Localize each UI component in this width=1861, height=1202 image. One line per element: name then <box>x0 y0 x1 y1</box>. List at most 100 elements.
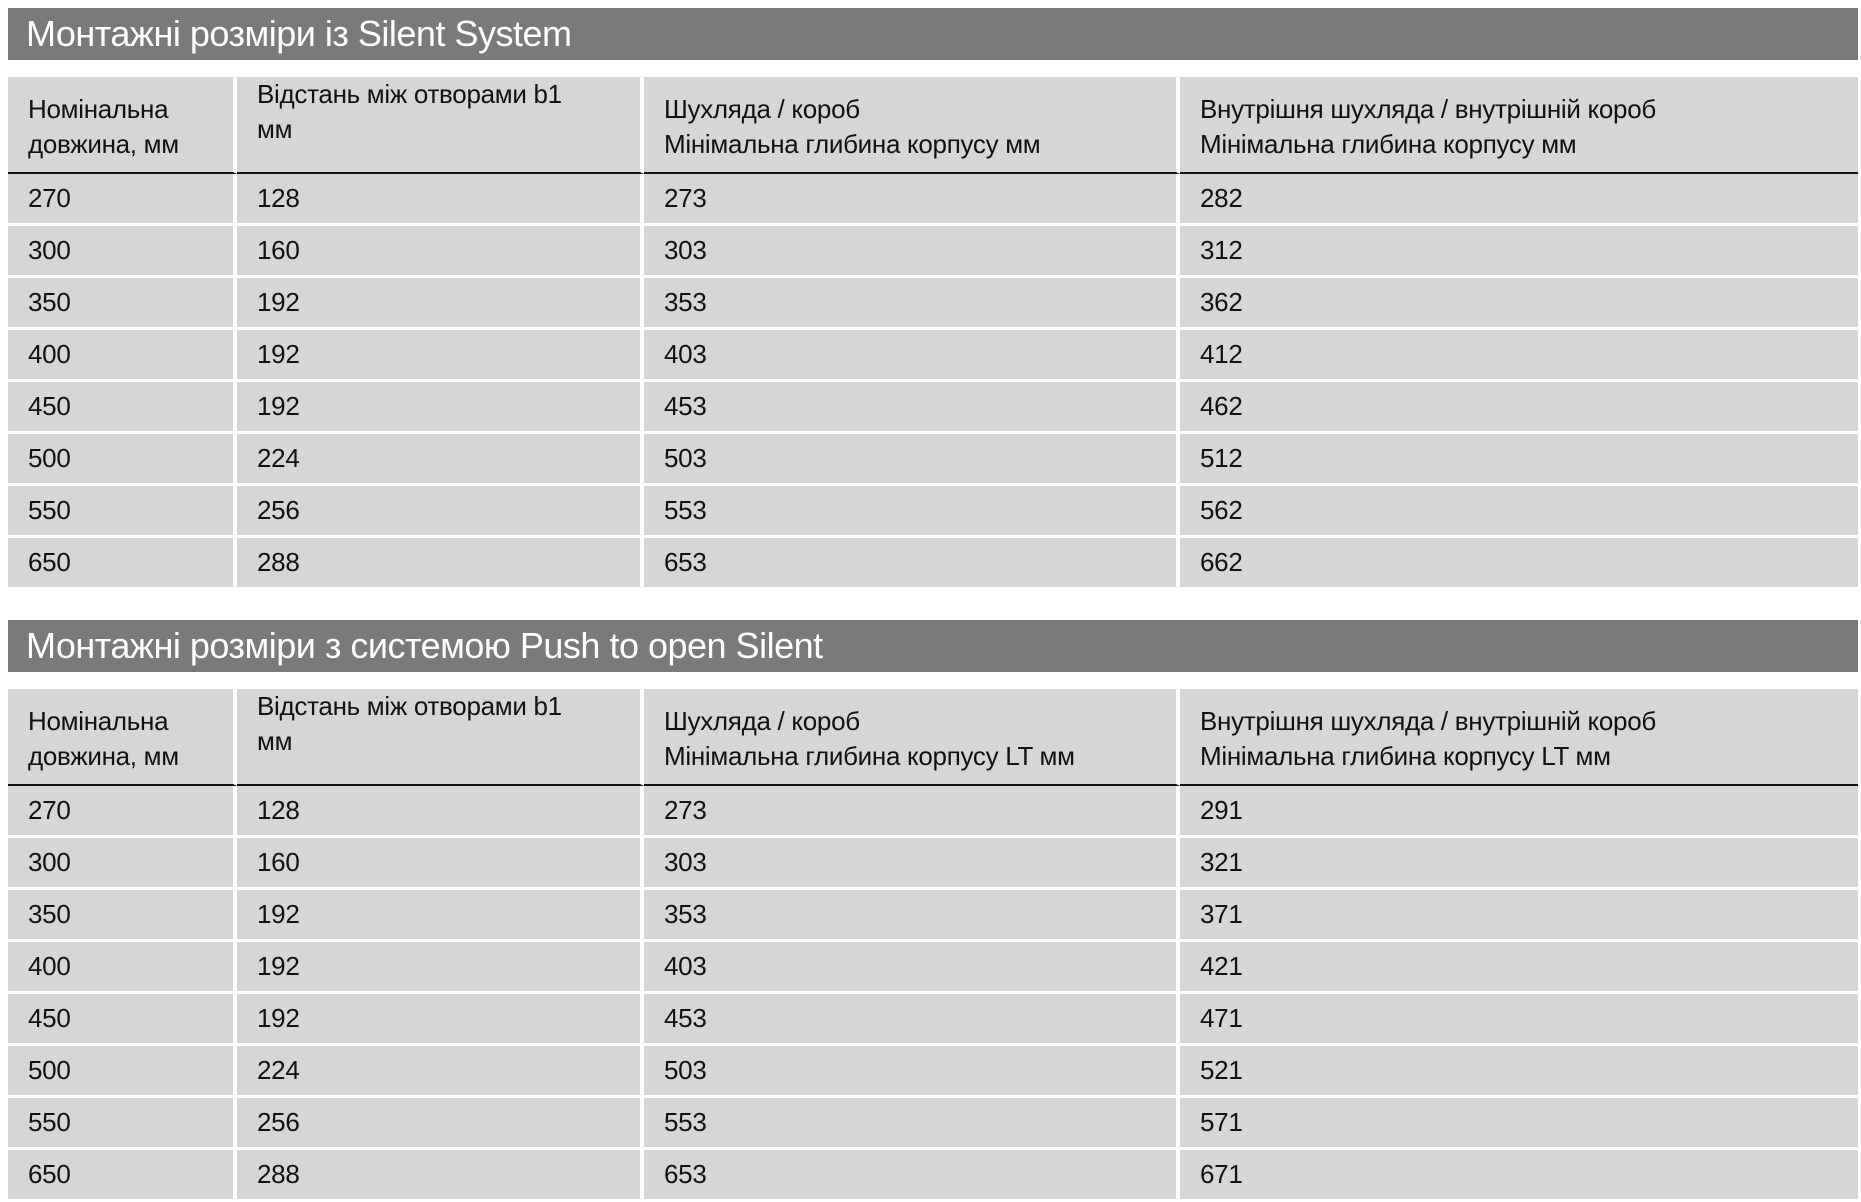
column-header-line: Мінімальна глибина корпусу мм <box>1200 128 1577 159</box>
table-cell: 403 <box>644 942 1180 994</box>
table-cell: 291 <box>1180 786 1858 838</box>
table-cell: 550 <box>8 1098 237 1150</box>
table-row: 270 128 273 291 <box>8 786 1858 838</box>
table-cell: 192 <box>237 994 644 1046</box>
section-title: Монтажні розміри із Silent System <box>8 8 1858 60</box>
table-cell: 650 <box>8 538 237 590</box>
table-cell: 256 <box>237 486 644 538</box>
table-row: 650 288 653 671 <box>8 1150 1858 1202</box>
table-cell: 192 <box>237 330 644 382</box>
table-cell: 562 <box>1180 486 1858 538</box>
table-row: 450 192 453 462 <box>8 382 1858 434</box>
table-cell: 400 <box>8 330 237 382</box>
header-row: Номінальна довжина, мм Відстань між отвора… <box>8 77 1858 174</box>
table-cell: 273 <box>644 786 1180 838</box>
table-cell: 300 <box>8 226 237 278</box>
table-row: 550 256 553 571 <box>8 1098 1858 1150</box>
section-title: Монтажні розміри з системою Push to open… <box>8 620 1858 672</box>
table-cell: 400 <box>8 942 237 994</box>
table-cell: 450 <box>8 382 237 434</box>
table-cell: 353 <box>644 890 1180 942</box>
table-cell: 288 <box>237 538 644 590</box>
table-cell: 650 <box>8 1150 237 1202</box>
table-cell: 412 <box>1180 330 1858 382</box>
table-row: 270 128 273 282 <box>8 174 1858 226</box>
column-header-line: Відстань між отворами b1 <box>257 79 562 109</box>
table-cell: 312 <box>1180 226 1858 278</box>
column-header-line: Мінімальна глибина корпусу LT мм <box>1200 740 1611 771</box>
table-row: 550 256 553 562 <box>8 486 1858 538</box>
section-silent-system: Монтажні розміри із Silent System Номінал… <box>8 8 1858 590</box>
table-cell: 503 <box>644 1046 1180 1098</box>
column-header-line: мм <box>257 726 293 756</box>
table-cell: 500 <box>8 434 237 486</box>
table-row: 350 192 353 371 <box>8 890 1858 942</box>
table-cell: 450 <box>8 994 237 1046</box>
table-cell: 192 <box>237 278 644 330</box>
mounting-dimensions-table: Номінальна довжина, мм Відстань між отвора… <box>8 689 1858 1202</box>
column-header-line: мм <box>257 114 293 144</box>
table-cell: 303 <box>644 838 1180 890</box>
column-header: Номінальна довжина, мм <box>8 689 237 786</box>
column-header: Номінальна довжина, мм <box>8 77 237 174</box>
table-row: 400 192 403 421 <box>8 942 1858 994</box>
table-cell: 453 <box>644 994 1180 1046</box>
table-row: 500 224 503 521 <box>8 1046 1858 1098</box>
table-cell: 653 <box>644 538 1180 590</box>
table-row: 450 192 453 471 <box>8 994 1858 1046</box>
table-cell: 500 <box>8 1046 237 1098</box>
section-push-to-open-silent: Монтажні розміри з системою Push to open… <box>8 620 1858 1202</box>
table-cell: 192 <box>237 890 644 942</box>
table-cell: 273 <box>644 174 1180 226</box>
table-row: 350 192 353 362 <box>8 278 1858 330</box>
table-cell: 550 <box>8 486 237 538</box>
table-cell: 282 <box>1180 174 1858 226</box>
table-cell: 553 <box>644 1098 1180 1150</box>
table-cell: 128 <box>237 174 644 226</box>
table-cell: 288 <box>237 1150 644 1202</box>
table-cell: 403 <box>644 330 1180 382</box>
table-cell: 421 <box>1180 942 1858 994</box>
table-cell: 300 <box>8 838 237 890</box>
table-cell: 321 <box>1180 838 1858 890</box>
table-cell: 471 <box>1180 994 1858 1046</box>
column-header-line: довжина, мм <box>28 128 179 159</box>
column-header-line: довжина, мм <box>28 740 179 771</box>
header-row: Номінальна довжина, мм Відстань між отвора… <box>8 689 1858 786</box>
column-header: Шухляда / короб Мінімальна глибина корпус… <box>644 77 1180 174</box>
column-header: Шухляда / короб Мінімальна глибина корпус… <box>644 689 1180 786</box>
table-row: 300 160 303 321 <box>8 838 1858 890</box>
table-cell: 160 <box>237 838 644 890</box>
column-header-line: Номінальна <box>28 93 169 124</box>
table-cell: 350 <box>8 890 237 942</box>
column-header-line: Шухляда / короб <box>664 705 860 736</box>
table-cell: 224 <box>237 434 644 486</box>
table-row: 300 160 303 312 <box>8 226 1858 278</box>
table-cell: 270 <box>8 786 237 838</box>
table-cell: 128 <box>237 786 644 838</box>
column-header-line: Номінальна <box>28 705 169 736</box>
table-cell: 653 <box>644 1150 1180 1202</box>
table-cell: 512 <box>1180 434 1858 486</box>
table-cell: 350 <box>8 278 237 330</box>
table-cell: 362 <box>1180 278 1858 330</box>
column-header: Внутрішня шухляда / внутрішній короб Міні… <box>1180 689 1858 786</box>
table-cell: 303 <box>644 226 1180 278</box>
column-header-line: Відстань між отворами b1 <box>257 691 562 721</box>
table-cell: 353 <box>644 278 1180 330</box>
table-cell: 371 <box>1180 890 1858 942</box>
table-cell: 192 <box>237 382 644 434</box>
table-cell: 462 <box>1180 382 1858 434</box>
column-header: Внутрішня шухляда / внутрішній короб Міні… <box>1180 77 1858 174</box>
column-header-line: Внутрішня шухляда / внутрішній короб <box>1200 705 1656 736</box>
column-header-line: Мінімальна глибина корпусу LT мм <box>664 740 1075 771</box>
table-cell: 662 <box>1180 538 1858 590</box>
table-row: 500 224 503 512 <box>8 434 1858 486</box>
table-cell: 503 <box>644 434 1180 486</box>
table-cell: 160 <box>237 226 644 278</box>
table-cell: 521 <box>1180 1046 1858 1098</box>
mounting-dimensions-table: Номінальна довжина, мм Відстань між отвора… <box>8 77 1858 590</box>
table-cell: 671 <box>1180 1150 1858 1202</box>
column-header: Відстань між отворами b1 мм <box>237 77 644 174</box>
table-row: 400 192 403 412 <box>8 330 1858 382</box>
